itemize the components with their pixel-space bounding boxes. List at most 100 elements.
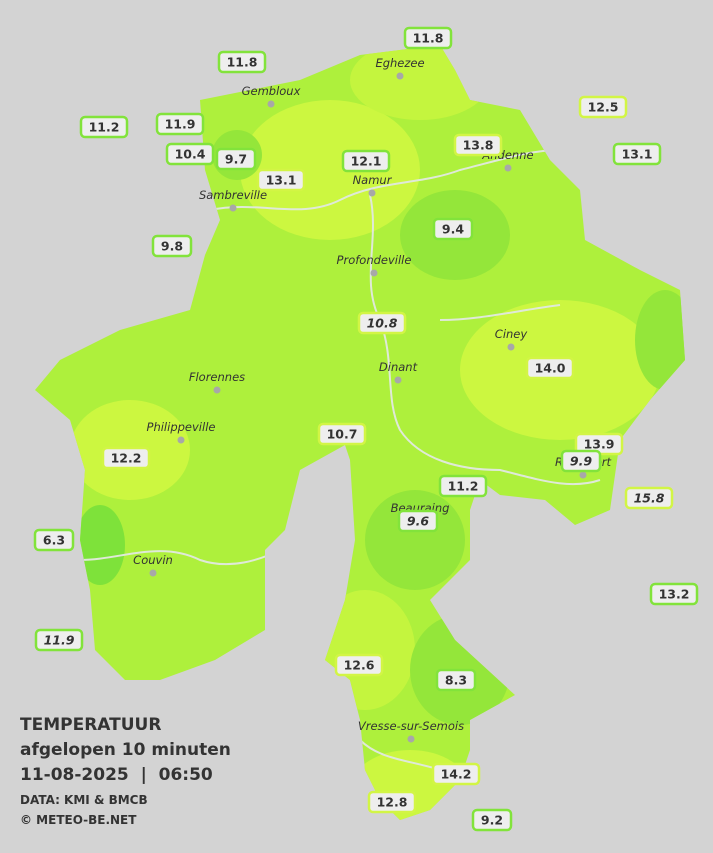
city-label: Gembloux — [242, 84, 301, 98]
station-value: 12.5 — [588, 100, 619, 115]
station-value: 9.8 — [161, 239, 183, 254]
city-label: Profondeville — [337, 253, 412, 267]
city-label: Couvin — [133, 553, 173, 567]
station-value: 12.1 — [351, 154, 382, 169]
station-value: 11.2 — [89, 120, 120, 135]
station: 14.2 — [431, 762, 481, 786]
station: 9.7 — [215, 147, 257, 171]
station: 9.8 — [151, 234, 193, 258]
station: 13.9 — [574, 432, 624, 456]
station: 11.8 — [403, 26, 453, 50]
station: 13.2 — [649, 582, 699, 606]
station-value: 14.0 — [535, 361, 566, 376]
city-dot — [507, 343, 515, 351]
city-dot — [213, 386, 221, 394]
station: 12.8 — [367, 790, 417, 814]
station: 12.2 — [101, 446, 151, 470]
legend-source: DATA: KMI & BMCB — [20, 793, 148, 807]
station-box — [471, 808, 513, 832]
station-value: 11.9 — [44, 633, 75, 648]
station-box — [438, 474, 488, 498]
station-value: 9.9 — [570, 454, 592, 469]
station: 10.8 — [357, 311, 407, 335]
station: 11.2 — [438, 474, 488, 498]
station-value: 12.6 — [344, 658, 375, 673]
station-value: 13.1 — [622, 147, 653, 162]
city-dot — [177, 436, 185, 444]
station-value: 13.2 — [659, 587, 690, 602]
station-box — [432, 217, 474, 241]
station: 8.3 — [435, 668, 477, 692]
station-value: 8.3 — [445, 673, 467, 688]
station-value: 15.8 — [634, 491, 665, 506]
station-box — [431, 762, 481, 786]
city-label: Eghezee — [375, 56, 424, 70]
city-dot — [229, 204, 237, 212]
station-box — [79, 115, 129, 139]
station-box — [317, 422, 367, 446]
station: 12.6 — [334, 653, 384, 677]
station-box — [357, 311, 407, 335]
station: 9.9 — [560, 449, 602, 473]
station-box — [215, 147, 257, 171]
station-value: 11.8 — [413, 31, 444, 46]
station-box — [649, 582, 699, 606]
station-box — [367, 790, 417, 814]
station: 6.3 — [33, 528, 75, 552]
station-box — [403, 26, 453, 50]
city-dot — [149, 569, 157, 577]
legend-credit: © METEO-BE.NET — [20, 813, 137, 827]
legend-datetime: 11-08-2025 | 06:50 — [20, 765, 213, 785]
station: 11.8 — [217, 50, 267, 74]
station-value: 13.9 — [584, 437, 615, 452]
station: 9.2 — [471, 808, 513, 832]
city-dot — [394, 376, 402, 384]
station: 13.1 — [612, 142, 662, 166]
city-label: Philippeville — [147, 420, 216, 434]
station-box — [341, 149, 391, 173]
station-box — [217, 50, 267, 74]
station: 12.5 — [578, 95, 628, 119]
station-box — [334, 653, 384, 677]
station-value: 11.9 — [165, 117, 196, 132]
city-dot — [370, 269, 378, 277]
station-box — [155, 112, 205, 136]
station-box — [435, 668, 477, 692]
station-value: 6.3 — [43, 533, 65, 548]
station-value: 10.7 — [327, 427, 358, 442]
station: 12.1 — [341, 149, 391, 173]
station-box — [34, 628, 84, 652]
city-label: Vresse-sur-Semois — [358, 719, 464, 733]
station-value: 13.8 — [463, 138, 494, 153]
station-value: 11.2 — [448, 479, 479, 494]
station: 13.8 — [453, 133, 503, 157]
station-box — [33, 528, 75, 552]
city-dot — [267, 100, 275, 108]
city-label: Dinant — [379, 360, 418, 374]
station-value: 9.4 — [442, 222, 464, 237]
city-label: Florennes — [189, 370, 245, 384]
station: 15.8 — [624, 486, 674, 510]
city-label: Sambreville — [199, 188, 267, 202]
station: 13.1 — [256, 168, 306, 192]
station-box — [151, 234, 193, 258]
station-value: 9.6 — [407, 514, 429, 529]
station: 9.4 — [432, 217, 474, 241]
legend-title: TEMPERATUUR — [20, 715, 161, 735]
city-label: Namur — [353, 173, 393, 187]
station-box — [525, 356, 575, 380]
station-value: 9.7 — [225, 152, 247, 167]
city-label: Ciney — [495, 327, 528, 341]
city-dot — [396, 72, 404, 80]
station: 10.7 — [317, 422, 367, 446]
city-dot — [407, 735, 415, 743]
station-box — [578, 95, 628, 119]
city-dot — [368, 189, 376, 197]
station-value: 14.2 — [441, 767, 472, 782]
station: 11.2 — [79, 115, 129, 139]
city-dot — [504, 164, 512, 172]
station-box — [453, 133, 503, 157]
station-value: 12.2 — [111, 451, 142, 466]
station-box — [560, 449, 602, 473]
